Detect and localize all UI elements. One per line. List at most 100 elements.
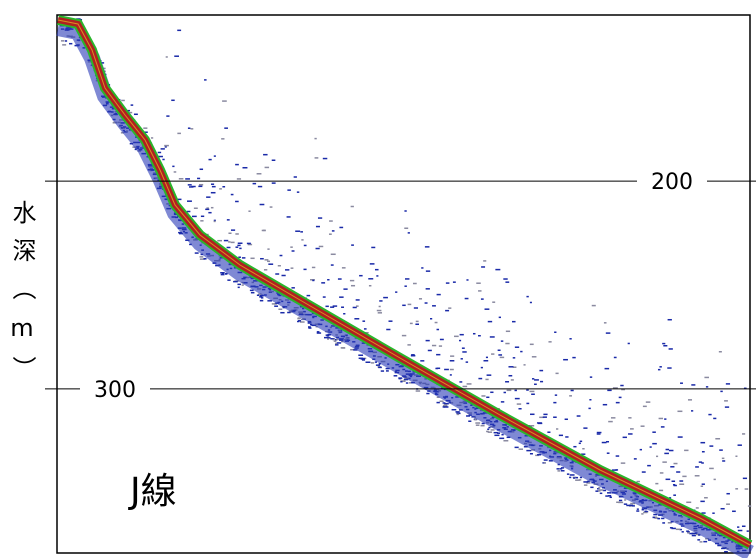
echo-dot [236, 178, 242, 180]
echo-dot [334, 338, 338, 341]
echo-dot [410, 381, 415, 384]
echo-dot [330, 253, 336, 256]
echo-dot [548, 460, 553, 462]
echo-dot [442, 402, 446, 404]
echo-dot [198, 185, 203, 188]
echo-dot [661, 517, 665, 520]
echo-dot [611, 469, 617, 471]
echo-dot [365, 331, 369, 334]
echo-dot [719, 449, 723, 451]
echo-dot [660, 426, 665, 428]
echo-dot [499, 356, 505, 359]
echo-dot [523, 445, 528, 448]
echo-dot [333, 340, 337, 342]
echo-dot [626, 504, 631, 507]
echo-dot [506, 389, 512, 392]
echo-dot [708, 413, 712, 416]
echo-dot [199, 258, 205, 260]
echo-dot [436, 353, 441, 356]
echo-dot [187, 127, 191, 129]
echo-dot [327, 333, 332, 336]
echo-dot [208, 158, 212, 161]
echo-dot [679, 480, 684, 482]
echo-dot [662, 522, 666, 524]
echo-dot [694, 475, 700, 477]
echo-dot [620, 384, 624, 387]
echo-dot [620, 462, 626, 464]
echo-dot [618, 499, 623, 502]
echo-dot [177, 132, 181, 135]
echo-dot [439, 338, 444, 341]
echo-dot [579, 476, 583, 479]
echo-dot [248, 210, 251, 212]
echo-dot [586, 482, 591, 484]
echo-dot [413, 307, 419, 309]
echo-dot [133, 113, 138, 116]
echo-dot [732, 510, 736, 513]
echo-dot [612, 387, 618, 389]
echo-dot [497, 349, 501, 352]
echo-dot [704, 376, 709, 379]
echo-dot [510, 379, 514, 381]
echo-dot [354, 318, 360, 320]
echo-dot [616, 501, 621, 504]
echo-dot [456, 413, 460, 416]
echo-dot [425, 270, 431, 272]
echo-dot [211, 185, 216, 188]
echo-dot [426, 392, 430, 395]
echo-dot [478, 377, 483, 380]
echo-dot [235, 163, 239, 166]
echo-dot [543, 459, 548, 461]
echo-dot [341, 306, 345, 308]
echo-dot [687, 399, 693, 401]
echo-dot [636, 510, 640, 512]
echo-dot [520, 350, 523, 353]
echo-dot [737, 526, 740, 528]
echo-dot [737, 529, 743, 532]
echo-dot [503, 278, 508, 280]
echo-dot [334, 344, 339, 346]
echo-dot [526, 295, 529, 298]
echo-dot [279, 254, 283, 257]
echo-dot [462, 351, 467, 353]
echo-dot [486, 374, 492, 376]
echo-dot [318, 245, 324, 248]
echo-dot [297, 320, 300, 323]
echo-dot [220, 272, 225, 274]
echo-dot [300, 231, 303, 233]
echo-dot [404, 227, 409, 230]
echo-dot [505, 342, 510, 345]
echo-dot [405, 278, 410, 280]
echo-dot [721, 457, 725, 460]
echo-dot [597, 488, 600, 490]
annotation: J線 [128, 471, 177, 512]
echo-dot [495, 268, 501, 271]
echo-dot [573, 445, 577, 448]
echo-dot [746, 530, 749, 532]
echo-dot [609, 496, 612, 499]
echo-dot [239, 247, 242, 250]
echo-dot [258, 293, 262, 295]
echo-dot [559, 468, 563, 470]
echo-dot [171, 99, 175, 102]
echo-dot [640, 425, 645, 427]
echo-dot [578, 442, 581, 445]
echo-dot [531, 356, 537, 358]
echo-dot [290, 246, 293, 248]
echo-dot [480, 424, 485, 427]
echo-dot [724, 550, 728, 553]
echo-dot [631, 505, 635, 507]
echo-dot [665, 478, 671, 481]
echo-dot [506, 436, 511, 439]
echo-dot [303, 244, 307, 247]
echo-dot [315, 225, 320, 228]
echo-dot [679, 483, 685, 485]
echo-dot [411, 354, 415, 356]
echo-dot [271, 303, 276, 305]
echo-dot [531, 393, 535, 395]
echo-dot [164, 144, 169, 147]
echo-dot [376, 309, 382, 312]
echo-dot [130, 104, 134, 106]
echo-dot [608, 420, 613, 423]
echo-dot [657, 368, 661, 371]
